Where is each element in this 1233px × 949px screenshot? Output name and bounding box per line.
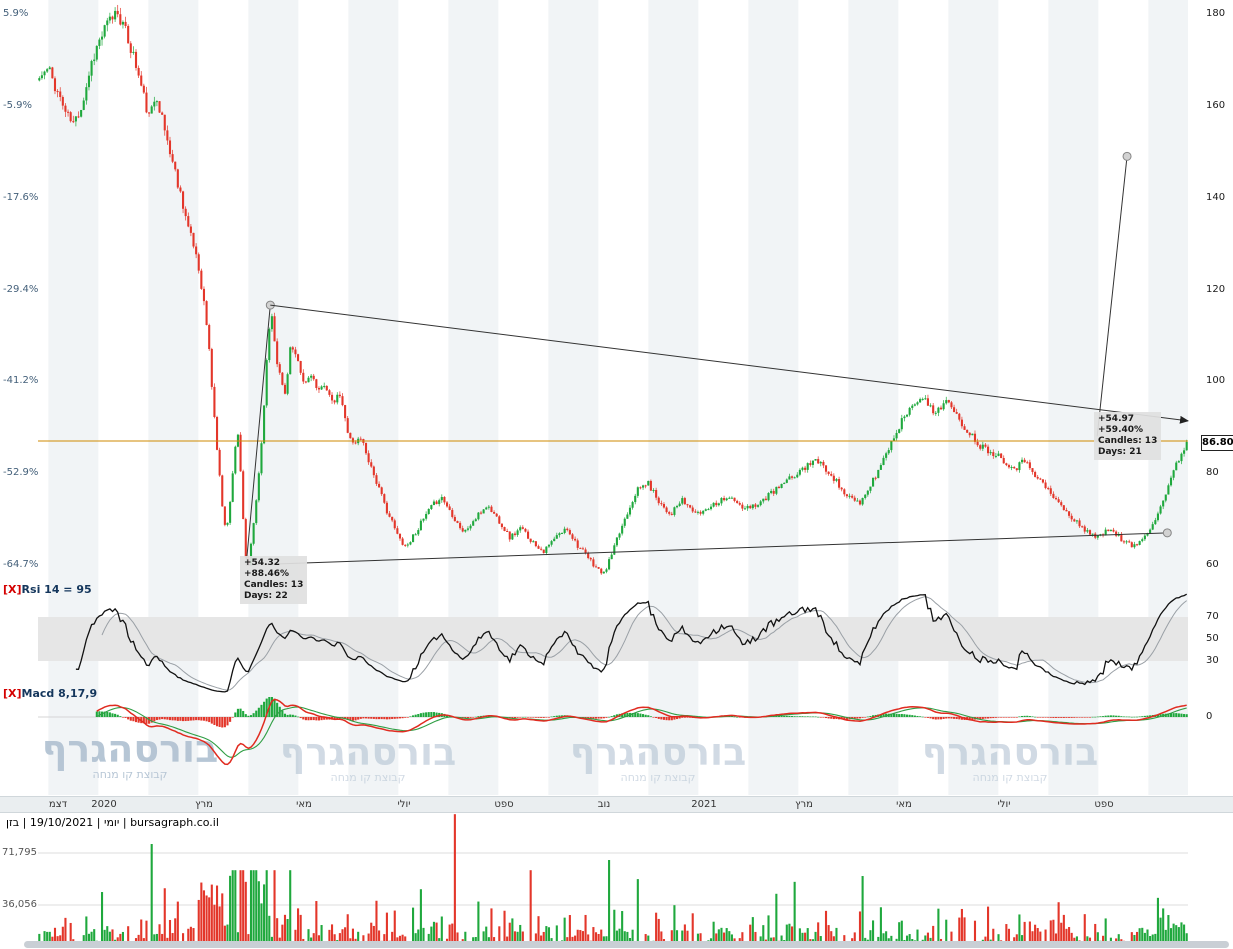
macd-line [96, 698, 1187, 766]
measure-percent: +59.40% [1098, 425, 1144, 435]
watermark-text: בורסהגרף [922, 730, 1099, 774]
macd-title-label: Macd 8,17,9 [21, 687, 98, 700]
rsi-pane-title: [X]Rsi 14 = 95 [3, 583, 92, 596]
projection-line [1096, 156, 1128, 437]
rsi-signal-line [101, 595, 1188, 691]
measure-days: Days: 21 [1098, 447, 1142, 457]
candlestick-series [38, 4, 1188, 575]
descending-trendline [270, 304, 1189, 424]
ascending-trendline [246, 532, 1168, 566]
rsi-title-label: Rsi 14 = 95 [21, 583, 92, 596]
horizontal-scrollbar[interactable] [24, 941, 1229, 948]
watermark-subtitle: קבוצת קו מנחה [621, 771, 696, 784]
measure-annotation-1[interactable]: +54.32 +88.46% Candles: 13 Days: 22 [240, 556, 308, 604]
x-axis [0, 796, 1233, 813]
ascending-trendline-handle [1162, 528, 1172, 538]
measure-change: +54.97 [1098, 414, 1135, 424]
macd-close-button[interactable]: [X] [3, 687, 22, 700]
rsi-close-button[interactable]: [X] [3, 583, 22, 596]
instrument-info-bar: יומי | 19/10/2021 | בזן | bursagraph.co.… [6, 816, 219, 829]
watermark-text: בורסהגרף [280, 730, 457, 774]
watermark-text: בורסהגרף [570, 730, 747, 774]
watermark-subtitle: קבוצת קו מנחה [973, 771, 1048, 784]
measure-candles: Candles: 13 [1098, 436, 1158, 446]
volume-series [38, 814, 1188, 946]
measure-days: Days: 22 [244, 591, 288, 601]
measure-1-line [245, 305, 271, 566]
macd-pane-title: [X]Macd 8,17,9 [3, 687, 97, 700]
rsi-line [75, 593, 1188, 693]
watermark-subtitle: קבוצת קו מנחה [93, 768, 168, 781]
watermark-subtitle: קבוצת קו מנחה [331, 771, 406, 784]
measure-annotation-2[interactable]: +54.97 +59.40% Candles: 13 Days: 21 [1094, 412, 1162, 460]
measure-candles: Candles: 13 [244, 580, 304, 590]
measure-change: +54.32 [244, 558, 281, 568]
month-stripes [48, 0, 1188, 795]
measure-percent: +88.46% [244, 569, 290, 579]
last-price-tag: 86.80 [1201, 435, 1233, 451]
projection-line-handle [1122, 151, 1132, 161]
watermark-text: בורסהגרף [42, 727, 219, 771]
